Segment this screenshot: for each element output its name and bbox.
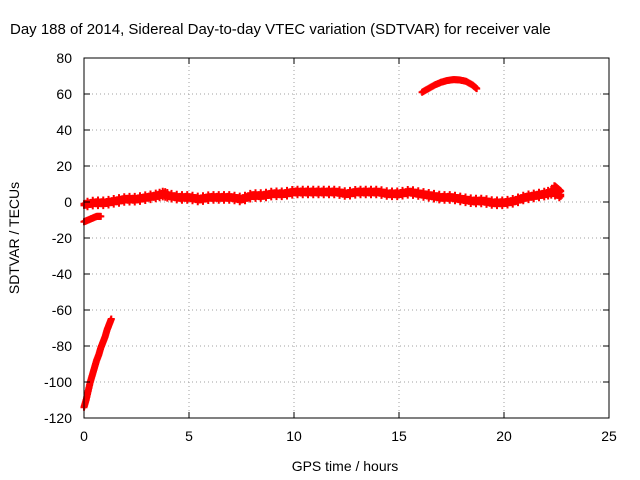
chart-title: Day 188 of 2014, Sidereal Day-to-day VTE…: [10, 21, 551, 38]
tick-labels: 0 5 10 15 20 25 -120 -100 -80 -60 -40 -20 0 20 40 60 80: [44, 50, 617, 444]
y-tick-label: 80: [56, 50, 72, 66]
plot-frame: [83, 57, 610, 419]
y-tick-label: -20: [52, 230, 72, 246]
grid: [84, 58, 609, 418]
y-tick-label: -60: [52, 302, 72, 318]
series-high-arc: [418, 76, 481, 96]
series-late-cluster: [550, 182, 565, 195]
y-tick-label: -100: [44, 374, 72, 390]
x-tick-label: 10: [286, 428, 302, 444]
x-tick-label: 5: [185, 428, 193, 444]
x-axis-label: GPS time / hours: [292, 458, 399, 474]
y-tick-label: -80: [52, 338, 72, 354]
x-tick-label: 20: [496, 428, 512, 444]
y-tick-label: 40: [56, 122, 72, 138]
data-point: [97, 212, 105, 220]
y-tick-label: -120: [44, 410, 72, 426]
plot-border: [83, 57, 610, 419]
x-tick-label: 0: [80, 428, 88, 444]
data-point: [557, 187, 565, 195]
series-main-band: [80, 185, 565, 211]
axis-ticks: [83, 57, 610, 419]
y-tick-label: 20: [56, 158, 72, 174]
data-point: [107, 315, 115, 323]
y-tick-label: 0: [64, 194, 72, 210]
x-tick-label: 25: [601, 428, 617, 444]
series-steep-rise: [80, 315, 115, 411]
x-tick-label: 15: [391, 428, 407, 444]
y-tick-label: 60: [56, 86, 72, 102]
data-series: [80, 76, 565, 411]
y-axis-label: SDTVAR / TECUs: [6, 182, 22, 294]
y-tick-label: -40: [52, 266, 72, 282]
data-point: [473, 85, 481, 93]
